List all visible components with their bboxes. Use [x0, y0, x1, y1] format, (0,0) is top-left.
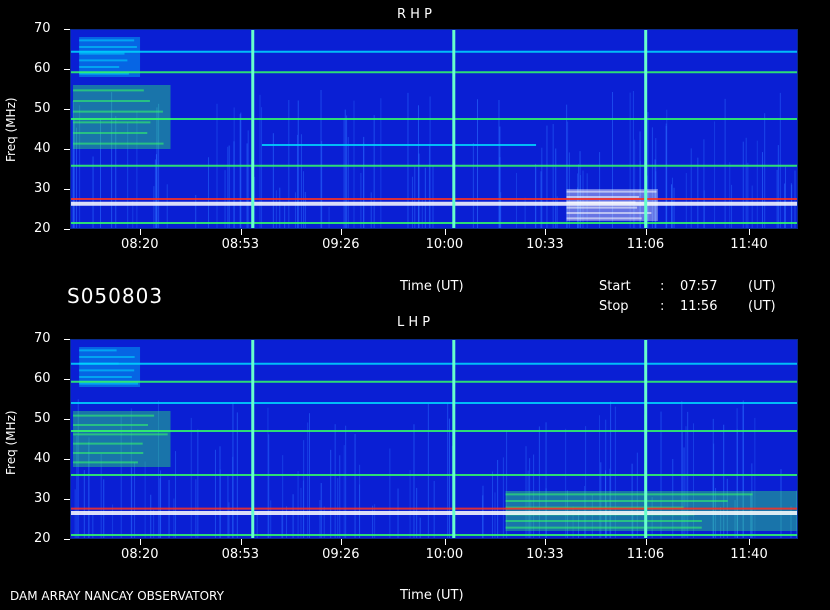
x-tick-label: 11:40: [730, 547, 768, 562]
x-tick-label: 11:40: [730, 237, 768, 252]
y-tick-label: 60: [34, 371, 51, 386]
x-tick-mark: [444, 229, 446, 235]
observation-code: S050803: [67, 284, 164, 308]
chart-title-lhp: L H P: [397, 315, 431, 330]
x-tick-label: 11:06: [626, 237, 665, 252]
y-tick-label: 30: [34, 181, 51, 196]
y-axis-label-rhp: Freq (MHz): [4, 97, 18, 162]
x-tick-mark: [545, 539, 547, 545]
burst-region: [79, 347, 141, 387]
y-tick-label: 30: [34, 491, 51, 506]
y-tick-label: 60: [34, 61, 51, 76]
y-tick-mark: [64, 189, 70, 190]
x-tick-mark: [341, 539, 343, 545]
y-tick-mark: [64, 499, 70, 500]
x-tick-label: 10:33: [526, 547, 564, 562]
y-tick-label: 50: [34, 101, 51, 116]
x-tick-mark: [645, 539, 647, 545]
chart-title-rhp: R H P: [397, 7, 432, 22]
y-tick-label: 70: [34, 21, 51, 36]
y-tick-mark: [64, 109, 70, 110]
spectrogram-rhp: [70, 29, 798, 229]
spectrogram-lhp: [70, 339, 798, 539]
spectrogram-rhp-svg: [70, 29, 798, 229]
y-tick-mark: [64, 379, 70, 380]
x-tick-mark: [240, 229, 242, 235]
x-tick-label: 08:53: [221, 237, 260, 252]
x-tick-label: 10:33: [526, 237, 564, 252]
start-value: 07:57: [680, 279, 718, 294]
y-tick-mark: [64, 69, 70, 70]
x-axis-label-rhp: Time (UT): [400, 279, 464, 294]
x-axis-label-lhp: Time (UT): [400, 588, 464, 603]
x-tick-label: 11:06: [626, 547, 665, 562]
y-tick-label: 40: [34, 141, 51, 156]
stop-colon: :: [660, 299, 665, 314]
start-colon: :: [660, 279, 665, 294]
x-tick-label: 09:26: [322, 237, 360, 252]
spectrogram-background: [70, 29, 798, 229]
x-tick-mark: [341, 229, 343, 235]
y-tick-label: 20: [34, 531, 51, 546]
spectrogram-frame: [70, 339, 798, 539]
burst-region: [73, 411, 171, 467]
x-tick-label: 10:00: [425, 237, 464, 252]
y-tick-label: 20: [34, 221, 51, 236]
spectrogram-lhp-svg: [70, 339, 798, 539]
x-tick-mark: [140, 229, 142, 235]
x-tick-label: 08:20: [121, 547, 159, 562]
x-tick-label: 08:20: [121, 237, 159, 252]
stop-value: 11:56: [680, 299, 718, 314]
x-tick-mark: [749, 539, 751, 545]
x-tick-mark: [545, 229, 547, 235]
y-axis-label-lhp: Freq (MHz): [4, 410, 18, 475]
y-tick-mark: [64, 29, 70, 30]
footer-observatory: DAM ARRAY NANCAY OBSERVATORY: [10, 589, 224, 603]
x-tick-mark: [645, 229, 647, 235]
x-tick-label: 09:26: [322, 547, 360, 562]
x-tick-mark: [444, 539, 446, 545]
x-tick-mark: [240, 539, 242, 545]
y-tick-mark: [64, 459, 70, 460]
y-tick-mark: [64, 419, 70, 420]
y-tick-mark: [64, 229, 70, 230]
y-tick-mark: [64, 339, 70, 340]
x-tick-label: 08:53: [221, 547, 260, 562]
y-tick-label: 70: [34, 331, 51, 346]
stop-label: Stop: [599, 299, 629, 314]
x-tick-mark: [749, 229, 751, 235]
y-tick-mark: [64, 149, 70, 150]
y-tick-label: 40: [34, 451, 51, 466]
burst-region: [73, 85, 171, 149]
start-unit: (UT): [748, 279, 776, 294]
y-tick-mark: [64, 539, 70, 540]
y-tick-label: 50: [34, 411, 51, 426]
burst-region: [79, 37, 141, 77]
stop-unit: (UT): [748, 299, 776, 314]
x-tick-label: 10:00: [425, 547, 464, 562]
x-tick-mark: [140, 539, 142, 545]
start-label: Start: [599, 279, 631, 294]
spectrogram-frame: [70, 29, 798, 229]
